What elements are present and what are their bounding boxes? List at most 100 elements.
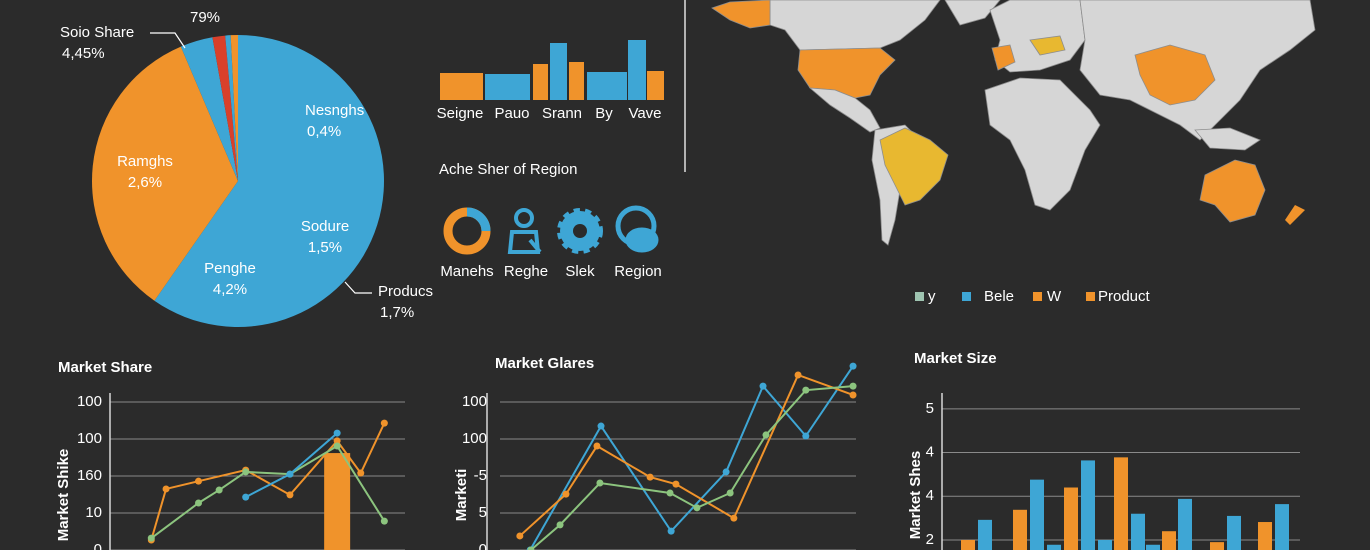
x-tick-label: Srann: [542, 105, 582, 122]
europe-region: [991, 44, 1016, 71]
point: [726, 489, 734, 497]
point: [849, 391, 857, 399]
point: [527, 546, 535, 550]
icons: [443, 205, 659, 255]
bar: [1131, 513, 1145, 550]
pie-label: Nesnghs: [305, 102, 364, 119]
point: [162, 485, 170, 493]
legend-label: y: [928, 288, 936, 305]
brazil: [879, 127, 949, 206]
bar: [1275, 504, 1289, 550]
bar: [1098, 539, 1112, 550]
legend-label: Bele: [984, 288, 1014, 305]
y-tick-label: 5: [479, 504, 487, 521]
bar: [628, 40, 646, 100]
point: [147, 534, 155, 542]
africa: [984, 77, 1101, 211]
panel-title: Ache Sher of Region: [439, 161, 577, 178]
point: [195, 477, 202, 485]
icon-person: [507, 208, 542, 254]
pie-slice: [212, 35, 238, 182]
bar: [1146, 544, 1160, 550]
y-axis-label: Market Shike: [55, 449, 72, 542]
china: [1134, 44, 1216, 106]
bar: [569, 62, 584, 100]
line: [519, 373, 854, 537]
indonesia: [1194, 127, 1261, 151]
bar: [1013, 509, 1027, 550]
line: [529, 365, 854, 550]
bar: [1227, 515, 1241, 550]
x-tick-label: Vave: [628, 105, 661, 122]
bar: [485, 74, 530, 100]
icon-label: Reghe: [504, 263, 548, 280]
x-tick-label: By: [595, 105, 613, 122]
legend-label: W: [1047, 288, 1062, 305]
pie-slice: [92, 46, 238, 301]
point: [286, 470, 294, 478]
legend-swatch: [915, 292, 924, 301]
pie-label: Ramghs: [117, 153, 173, 170]
y-tick-label: 100: [77, 430, 102, 447]
bar: [1258, 522, 1272, 550]
leader-line: [150, 32, 186, 49]
point: [333, 437, 341, 445]
point: [596, 479, 604, 487]
legend-swatch: [1033, 292, 1042, 301]
australia: [1199, 159, 1266, 223]
icon-region: [615, 205, 659, 253]
new-zealand: [1285, 205, 1305, 225]
bar: [647, 71, 664, 100]
pie-value-label: 1,7%: [380, 304, 414, 321]
pie-label: Soio Share: [60, 24, 134, 41]
bar: [440, 73, 483, 100]
chart-title: Market Glares: [495, 355, 594, 372]
pie-label: Producs: [378, 283, 433, 300]
bar: [1047, 544, 1061, 550]
y-tick-label: 100: [462, 430, 487, 447]
y-tick-label: 4: [926, 444, 934, 461]
pie-label: Penghe: [204, 260, 256, 277]
bar: [533, 64, 548, 100]
bar: [1178, 498, 1192, 550]
line: [530, 385, 854, 550]
point: [333, 429, 341, 437]
y-tick-label: 2: [926, 531, 934, 548]
y-axis-label: Market Shes: [907, 451, 924, 539]
point: [242, 493, 250, 501]
usa: [797, 47, 896, 99]
y-tick-label: -5: [474, 467, 487, 484]
y-tick-label: 0: [94, 541, 102, 550]
point: [215, 486, 223, 494]
y-tick-label: 4: [926, 487, 934, 504]
icon-gear: [557, 208, 603, 254]
point: [762, 431, 770, 439]
pie-slice: [154, 35, 384, 328]
bar: [550, 43, 567, 100]
chart-title: Market Share: [58, 359, 152, 376]
point: [667, 527, 675, 535]
point: [693, 504, 701, 512]
point: [333, 442, 341, 450]
point: [556, 521, 564, 529]
y-tick-label: 10: [85, 504, 102, 521]
pie-value-label: 4,45%: [62, 45, 105, 62]
point: [380, 517, 388, 525]
y-tick-label: 160: [77, 467, 102, 484]
y-tick-label: 100: [77, 393, 102, 410]
bar: [1064, 487, 1078, 550]
point: [562, 490, 570, 498]
point: [380, 419, 388, 427]
point: [357, 469, 365, 477]
x-tick-label: Seigne: [437, 105, 484, 122]
line: [150, 422, 386, 541]
icon-label: Region: [614, 263, 662, 280]
bar: [978, 519, 992, 550]
bar: [324, 453, 351, 550]
pie-label: Sodure: [301, 218, 349, 235]
central-america: [808, 87, 881, 133]
bar: [1162, 531, 1176, 550]
bar: [1210, 542, 1224, 550]
